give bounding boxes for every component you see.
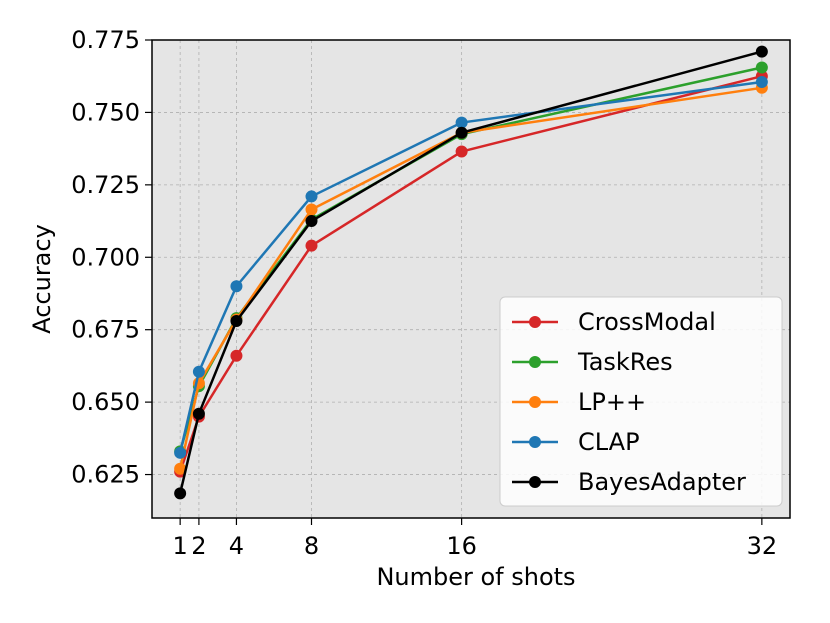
legend-marker: [529, 316, 541, 328]
x-tick-label: 1: [173, 532, 188, 560]
y-tick-label: 0.775: [71, 26, 140, 54]
legend-box: [499, 296, 783, 507]
data-point: [305, 190, 318, 203]
data-point: [455, 116, 468, 129]
legend-entry: BayesAdapter: [512, 468, 746, 496]
data-point: [174, 462, 187, 475]
x-tick-label: 2: [191, 532, 206, 560]
data-point: [305, 215, 318, 228]
plot-frame: [151, 39, 791, 519]
x-tick-label: 16: [446, 532, 477, 560]
legend-label: BayesAdapter: [578, 468, 746, 496]
data-point: [305, 239, 318, 252]
x-tick-label: 8: [304, 532, 319, 560]
x-axis-label: Number of shots: [376, 563, 575, 591]
y-tick-label: 0.625: [71, 461, 140, 489]
data-point: [174, 446, 187, 459]
legend-entry: CLAP: [512, 428, 640, 456]
legend-label: TaskRes: [577, 348, 673, 376]
data-point: [455, 126, 468, 139]
series-clap: [174, 76, 768, 459]
legend-label: CrossModal: [578, 308, 716, 336]
legend-marker: [529, 396, 541, 408]
legend-marker: [529, 356, 541, 368]
data-point: [305, 203, 318, 216]
data-point: [755, 45, 768, 58]
legend-entry: LP++: [512, 388, 646, 416]
legend-marker: [529, 436, 541, 448]
data-point: [230, 349, 243, 362]
legend-label: CLAP: [578, 428, 640, 456]
legend-entry: TaskRes: [512, 348, 673, 376]
series-bayesadapter: [174, 45, 768, 500]
data-point: [192, 407, 205, 420]
data-point: [455, 145, 468, 158]
legend-label: LP++: [578, 388, 646, 416]
data-point: [174, 487, 187, 500]
legend: CrossModal TaskRes LP++ CLAP BayesAdapter: [499, 296, 783, 507]
series-layer: [174, 45, 768, 500]
x-tick-label: 32: [747, 532, 778, 560]
data-point: [192, 365, 205, 378]
series-line: [178, 86, 763, 470]
series-line: [178, 80, 763, 454]
x-tick-label: 4: [229, 532, 244, 560]
data-point: [755, 76, 768, 89]
legend-entry: CrossModal: [512, 308, 716, 336]
data-point: [230, 315, 243, 328]
legend-marker: [529, 476, 541, 488]
y-tick-label: 0.700: [71, 243, 140, 271]
y-axis-label: Accuracy: [28, 224, 56, 334]
y-tick-label: 0.675: [71, 316, 140, 344]
y-axis: 0.625 0.650 0.675 0.700 0.725 0.750 0.775: [71, 26, 152, 489]
data-point: [755, 61, 768, 74]
data-point: [230, 280, 243, 293]
y-tick-label: 0.725: [71, 171, 140, 199]
series-line: [178, 50, 763, 494]
y-tick-label: 0.750: [71, 98, 140, 126]
y-tick-label: 0.650: [71, 388, 140, 416]
x-axis: 1 2 4 8 16 32: [173, 518, 778, 560]
